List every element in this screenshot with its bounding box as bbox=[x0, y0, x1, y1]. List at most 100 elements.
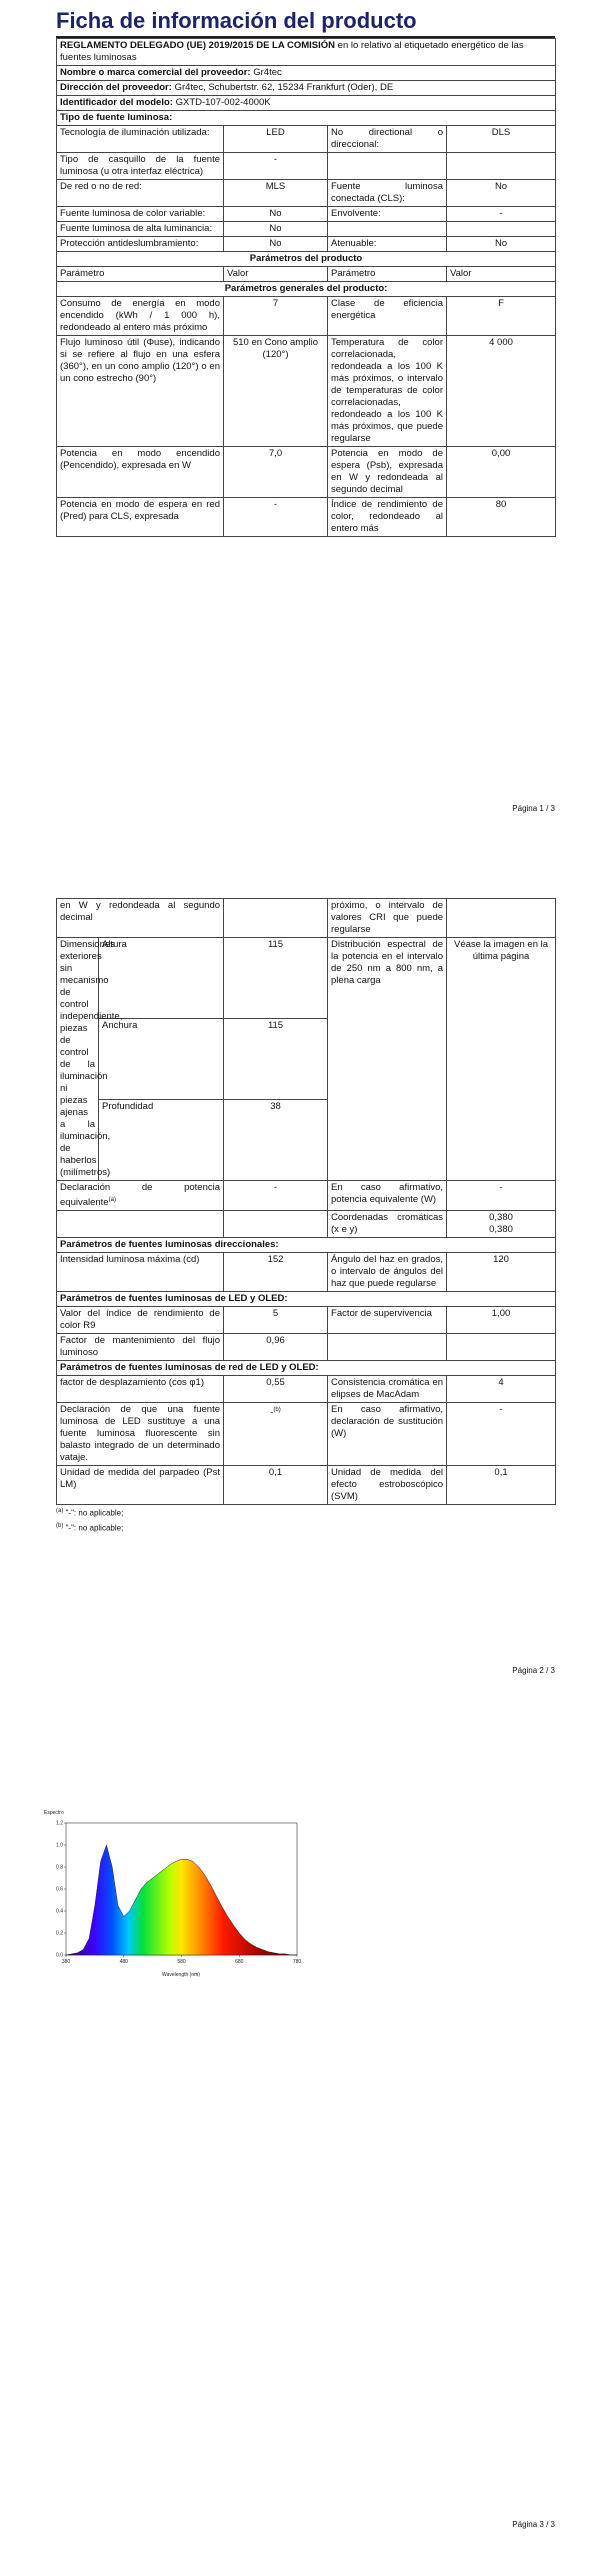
empty-cell bbox=[445, 152, 557, 180]
value-cell: 0,380 0,380 bbox=[446, 1210, 557, 1239]
value-cell: No bbox=[445, 236, 557, 252]
label-cell: Factor de supervivencia bbox=[327, 1306, 448, 1335]
label-cell: Distribución espectral de la potencia en… bbox=[327, 937, 448, 1181]
label-cell: Anchura bbox=[97, 1018, 225, 1100]
footnote-text: "-": no aplicable; bbox=[65, 1508, 124, 1518]
footnote: (b) "-": no aplicable; bbox=[56, 1520, 555, 1535]
value-cell: 7,0 bbox=[223, 446, 328, 498]
empty-cell: Nombre o marca comercial del proveedor: … bbox=[55, 65, 557, 81]
table-row: Potencia en modo de espera en red (Pred)… bbox=[56, 497, 557, 537]
section-heading: Parámetros de fuentes luminosas de red d… bbox=[55, 1360, 557, 1377]
value-cell: MLS bbox=[223, 179, 328, 207]
table-row: Parámetros del producto bbox=[55, 251, 557, 267]
value-cell: -(b) bbox=[223, 1402, 329, 1467]
table-row: factor de desplazamiento (cos φ1) 0,55 Con… bbox=[55, 1375, 557, 1404]
label-cell: Temperatura de color correlacionada, red… bbox=[327, 335, 447, 447]
value-cell: - bbox=[223, 152, 328, 180]
page-2: en W y redondeada al segundo decimal próx… bbox=[55, 898, 557, 1535]
label-cell: Potencia en modo de espera (Psb), expres… bbox=[327, 446, 447, 498]
label-cell: en W y redondeada al segundo decimal bbox=[55, 898, 225, 938]
label-cell: Flujo luminoso útil (Φuse), indicando si… bbox=[56, 335, 224, 447]
value-cell: 0,1 bbox=[446, 1465, 557, 1506]
y-tick-label: 1.0 bbox=[56, 1843, 63, 1849]
value-cell: 0,00 bbox=[445, 446, 557, 498]
table-row: De red o no de red: MLS Fuente luminosa co… bbox=[56, 179, 557, 207]
label-cell: Unidad de medida del parpadeo (Pst LM) bbox=[55, 1465, 225, 1506]
label: Declaración de potencia equivalente bbox=[60, 1182, 221, 1209]
empty-cell: REGLAMENTO DELEGADO (UE) 2019/2015 DE LA… bbox=[55, 38, 557, 66]
label-cell: Dimensiones exteriores sin mecanismo de … bbox=[56, 937, 122, 1181]
value-cell: DLS bbox=[445, 125, 557, 153]
label-cell: Fuente luminosa conectada (CLS): bbox=[327, 179, 447, 207]
label-cell: Fuente luminosa de alta luminancia: bbox=[56, 221, 224, 237]
table-row: Parámetro Valor Parámetro Valor bbox=[56, 266, 557, 282]
label-cell: Atenuable: bbox=[327, 236, 447, 252]
value-cell: - bbox=[223, 1179, 329, 1212]
table-row: Unidad de medida del parpadeo (Pst LM) 0,… bbox=[55, 1465, 557, 1506]
value-cell: - bbox=[445, 206, 557, 222]
regulation: en lo relativo al etiquetado energético … bbox=[60, 40, 524, 63]
value-cell: 4 bbox=[446, 1375, 557, 1404]
label-cell: Fuente luminosa de color variable: bbox=[56, 206, 224, 222]
note: (b) bbox=[56, 1522, 64, 1529]
note: (a) bbox=[108, 1197, 116, 1203]
empty-cell bbox=[446, 1333, 557, 1362]
value-cell: 0,55 bbox=[223, 1375, 329, 1404]
empty-cell bbox=[327, 152, 447, 180]
x-tick-label: 680 bbox=[235, 1959, 244, 1965]
table-row: Parámetros de fuentes luminosas direccio… bbox=[55, 1237, 557, 1254]
label-cell: Ángulo del haz en grados, o intervalo de… bbox=[327, 1252, 448, 1293]
table-row: Fuente luminosa de color variable: No Envo… bbox=[56, 206, 557, 222]
label-cell: Consumo de energía en modo encendido (kW… bbox=[56, 296, 224, 336]
value-cell: 4 000 bbox=[445, 335, 557, 447]
value-cell: 38 bbox=[223, 1099, 329, 1181]
y-tick-label: 0.0 bbox=[56, 1953, 63, 1959]
section-heading: Parámetros del producto bbox=[55, 251, 557, 267]
table-row: Coordenadas cromáticas (x e y) 0,380 0,380 bbox=[55, 1210, 557, 1239]
value: Gr4tec, Schubertstr. 62, 15234 Frankfurt… bbox=[174, 82, 394, 93]
value-cell: 120 bbox=[446, 1252, 557, 1293]
y-tick-label: 0.8 bbox=[56, 1865, 63, 1871]
table-row: Consumo de energía en modo encendido (kW… bbox=[56, 296, 557, 336]
label-cell: próximo, o intervalo de valores CRI que … bbox=[327, 898, 448, 938]
note: (b) bbox=[273, 1407, 281, 1414]
table-row: Factor de mantenimiento del flujo lumino… bbox=[55, 1333, 557, 1362]
note: (a) bbox=[56, 1508, 64, 1515]
value: 0,380 bbox=[489, 1224, 513, 1236]
table-row: REGLAMENTO DELEGADO (UE) 2019/2015 DE LA… bbox=[55, 38, 557, 66]
table-row: Protección antideslumbramiento: No Atenuab… bbox=[56, 236, 557, 252]
table-row: Flujo luminoso útil (Φuse), indicando si… bbox=[56, 335, 557, 447]
label-cell: Valor del índice de rendimiento de color… bbox=[55, 1306, 225, 1335]
label-cell: En caso afirmativo, declaración de susti… bbox=[327, 1402, 448, 1467]
empty-cell bbox=[327, 221, 447, 237]
value-cell: - bbox=[446, 1402, 557, 1467]
label-cell: Envolvente: bbox=[327, 206, 447, 222]
value-cell: Véase la imagen en la última página bbox=[446, 937, 557, 1181]
y-tick-label: 0.6 bbox=[56, 1887, 63, 1893]
table-row: Profundidad 38 bbox=[57, 1099, 556, 1181]
empty-cell: Dirección del proveedor: Gr4tec, Schuber… bbox=[55, 80, 557, 96]
empty-cell bbox=[223, 898, 329, 938]
y-tick-label: 1.2 bbox=[56, 1821, 63, 1827]
x-tick-label: 480 bbox=[120, 1959, 129, 1965]
label-cell: Altura bbox=[97, 937, 225, 1019]
value-cell: 510 en Cono amplio (120°) bbox=[223, 335, 328, 447]
label-cell: Tecnología de iluminación utilizada: bbox=[56, 125, 224, 153]
label-cell: Intensidad luminosa máxima (cd) bbox=[55, 1252, 225, 1293]
value-cell: No bbox=[223, 206, 328, 222]
label-cell: Clase de eficiencia energética bbox=[327, 296, 447, 336]
value-cell: 5 bbox=[223, 1306, 329, 1335]
section-heading: Parámetros de fuentes luminosas de LED y… bbox=[55, 1291, 557, 1308]
page-number: Página 2 / 3 bbox=[512, 1666, 555, 1675]
label-cell: Unidad de medida del efecto estroboscópi… bbox=[327, 1465, 448, 1506]
table-row: Declaración de potencia equivalente(a) - E… bbox=[55, 1179, 557, 1212]
label: Nombre o marca comercial del proveedor: bbox=[60, 67, 251, 78]
label-cell: Coordenadas cromáticas (x e y) bbox=[327, 1210, 448, 1239]
empty-cell bbox=[446, 898, 557, 938]
label-cell: Declaración de potencia equivalente(a) bbox=[55, 1179, 225, 1212]
spectrum-area bbox=[65, 1844, 297, 1956]
label-cell: De red o no de red: bbox=[56, 179, 224, 207]
value-cell: 115 bbox=[223, 1018, 329, 1100]
label-cell: Parámetro bbox=[327, 266, 447, 282]
